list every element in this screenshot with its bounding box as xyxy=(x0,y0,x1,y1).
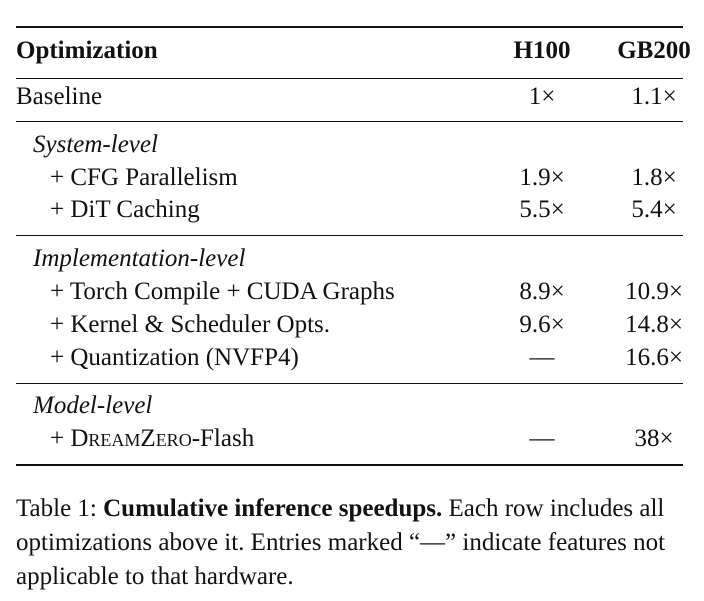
baseline-label: Baseline xyxy=(16,83,103,110)
row-label-quantization: + Quantization (NVFP4) xyxy=(50,344,299,371)
row-h100-dreamzero-flash: — xyxy=(529,425,555,452)
row-h100-torch-compile: 8.9× xyxy=(519,278,565,305)
row-label-model-name: DreamZero xyxy=(70,425,192,452)
row-h100-dit-caching: 5.5× xyxy=(519,196,565,223)
caption-bold: Cumulative inference speedups. xyxy=(103,495,443,522)
row-gb200-quantization: 16.6× xyxy=(625,344,683,371)
table-caption: Table 1: Cumulative inference speedups. … xyxy=(16,492,696,594)
header-gb200: GB200 xyxy=(617,37,691,64)
system-level-rule xyxy=(16,235,683,236)
header-rule xyxy=(16,78,683,79)
row-label-dit-caching: + DiT Caching xyxy=(50,196,200,223)
header-h100: H100 xyxy=(513,37,571,64)
header-optimization: Optimization xyxy=(16,37,158,64)
baseline-h100: 1× xyxy=(528,83,556,110)
caption-prefix: Table 1: xyxy=(16,495,104,522)
row-gb200-cfg-parallelism: 1.8× xyxy=(631,164,677,191)
row-label-prefix: + xyxy=(50,425,71,452)
group-title-system-level: System-level xyxy=(33,131,158,158)
group-title-implementation-level: Implementation-level xyxy=(33,245,246,272)
baseline-rule xyxy=(16,121,683,122)
row-gb200-dreamzero-flash: 38× xyxy=(634,425,674,452)
group-title-model-level: Model-level xyxy=(33,392,153,419)
row-label-torch-compile: + Torch Compile + CUDA Graphs xyxy=(50,278,395,305)
row-gb200-kernel-scheduler: 14.8× xyxy=(625,311,683,338)
row-h100-kernel-scheduler: 9.6× xyxy=(519,311,565,338)
caption-rest: Each row includes all optimizations abov… xyxy=(16,495,666,590)
implementation-level-rule xyxy=(16,383,683,384)
row-gb200-dit-caching: 5.4× xyxy=(631,196,677,223)
row-h100-cfg-parallelism: 1.9× xyxy=(519,164,565,191)
row-label-dreamzero-flash: + DreamZero-Flash xyxy=(50,424,254,454)
row-gb200-torch-compile: 10.9× xyxy=(625,278,683,305)
table-top-rule xyxy=(16,26,683,28)
baseline-gb200: 1.1× xyxy=(631,83,677,110)
table-bottom-rule xyxy=(16,464,683,466)
row-label-cfg-parallelism: + CFG Parallelism xyxy=(50,164,238,191)
row-label-suffix: -Flash xyxy=(191,425,255,452)
row-label-kernel-scheduler: + Kernel & Scheduler Opts. xyxy=(50,311,331,338)
row-h100-quantization: — xyxy=(529,344,555,371)
